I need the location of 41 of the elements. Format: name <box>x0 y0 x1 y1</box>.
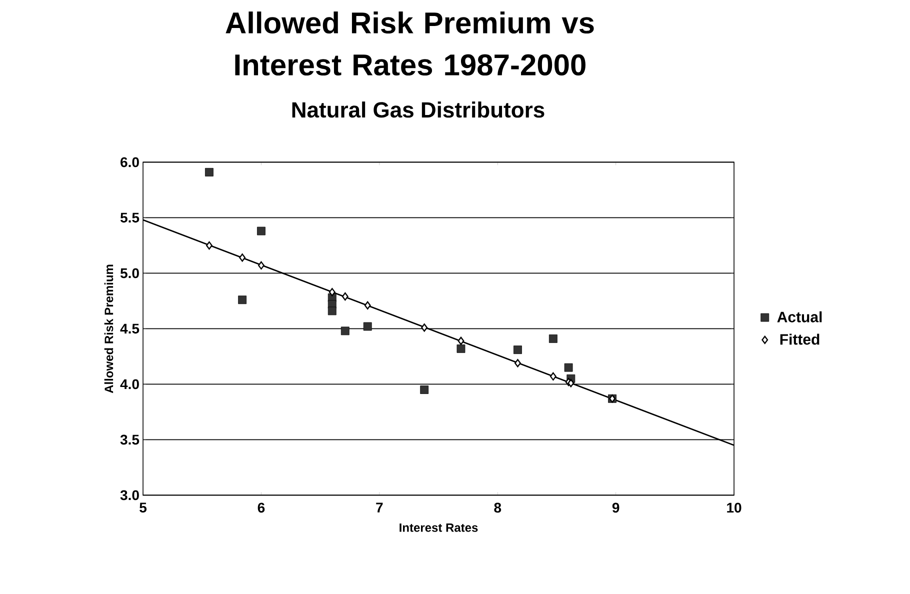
y-tick-label: 6.0 <box>120 157 139 168</box>
point <box>568 378 574 388</box>
x-tick-label: 6 <box>258 502 265 513</box>
x-tick-label: 7 <box>376 502 383 512</box>
y-tick-label: 5.5 <box>120 212 140 223</box>
y-tick-label: 3.5 <box>120 434 140 445</box>
point <box>238 296 247 304</box>
legend-label: Fitted <box>780 334 820 345</box>
chart-subtitle: Natural Gas Distributors <box>292 102 544 118</box>
legend-label: Actual <box>777 311 822 322</box>
point <box>514 346 522 354</box>
point <box>363 322 372 331</box>
point <box>456 344 466 353</box>
point <box>564 363 573 372</box>
chart-title: Allowed Risk Premium vs Interest Rates 1987-2000 <box>226 12 594 76</box>
y-tick-label: 4.5 <box>120 324 140 334</box>
x-tick-label: 9 <box>612 502 620 513</box>
point <box>328 288 336 296</box>
point <box>458 336 464 346</box>
point <box>328 306 336 316</box>
point <box>239 254 246 262</box>
point <box>550 372 556 381</box>
point <box>257 226 266 236</box>
x-tick-label: 5 <box>140 502 147 513</box>
point <box>548 334 558 343</box>
x-tick-label: 10 <box>727 502 742 513</box>
x-tick-label: 8 <box>494 502 502 513</box>
point <box>206 241 212 250</box>
point <box>364 301 371 310</box>
x-axis-title: Interest Rates <box>400 524 478 532</box>
y-tick-label: 5.0 <box>120 268 139 278</box>
y-tick-label: 3.0 <box>120 490 139 500</box>
point <box>421 323 428 332</box>
point <box>205 168 214 176</box>
point <box>514 359 521 368</box>
point <box>258 261 264 270</box>
y-axis-title: Allowed Risk Premium <box>104 264 114 394</box>
point <box>340 326 350 336</box>
point <box>420 386 429 394</box>
y-tick-label: 4.0 <box>120 379 139 390</box>
point <box>342 292 348 301</box>
